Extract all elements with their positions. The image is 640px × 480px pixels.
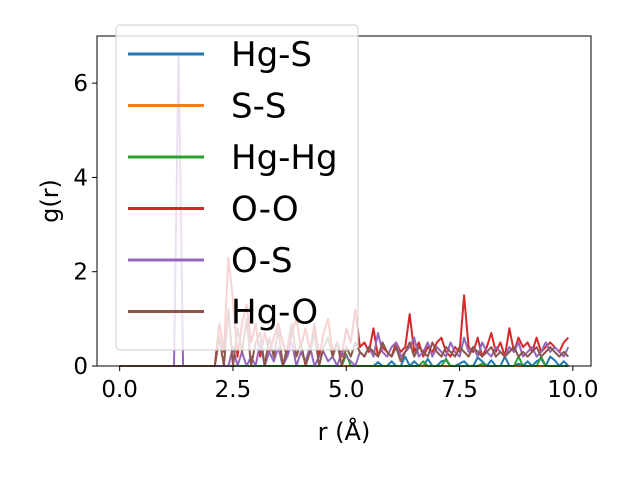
legend-item: O-O	[128, 190, 299, 230]
legend-item: O-S	[128, 241, 293, 281]
y-tick-label: 2	[73, 260, 88, 286]
x-tick-label: 2.5	[215, 377, 252, 403]
legend-item: Hg-Hg	[128, 138, 338, 178]
x-axis-ticks: 0.0 2.5 5.0 7.5 10.0	[101, 366, 598, 403]
y-tick-label: 4	[73, 165, 88, 191]
y-axis-label: g(r)	[36, 179, 64, 223]
legend-label: Hg-O	[231, 293, 318, 333]
y-axis-ticks: 0 2 4 6	[73, 71, 97, 380]
x-tick-label: 7.5	[441, 377, 478, 403]
x-tick-label: 5.0	[328, 377, 365, 403]
series-line-hg-o	[119, 308, 570, 367]
legend: Hg-S S-S Hg-Hg O-O O-S Hg-O	[115, 24, 359, 351]
x-axis-label: r (Å)	[318, 417, 371, 446]
legend-label: O-O	[231, 190, 299, 230]
legend-label: Hg-Hg	[231, 138, 338, 178]
x-tick-label: 0.0	[101, 377, 138, 403]
x-tick-label: 10.0	[547, 377, 598, 403]
legend-label: O-S	[231, 241, 293, 281]
y-tick-label: 0	[73, 354, 88, 380]
legend-label: S-S	[231, 87, 286, 127]
legend-item: S-S	[128, 87, 286, 127]
y-tick-label: 6	[73, 71, 88, 97]
legend-label: Hg-S	[231, 35, 312, 75]
legend-entries: Hg-S S-S Hg-Hg O-O O-S Hg-O	[128, 35, 338, 333]
legend-item: Hg-O	[128, 293, 318, 333]
legend-item: Hg-S	[128, 35, 312, 75]
